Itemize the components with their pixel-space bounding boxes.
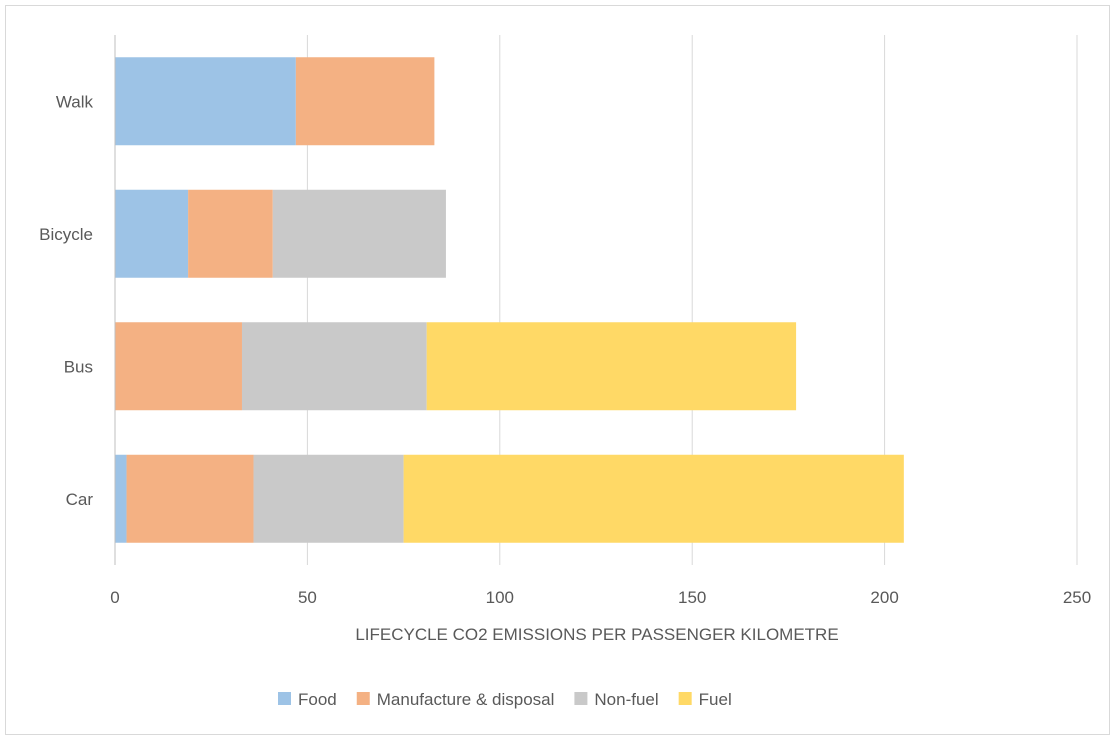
bar-car-fuel xyxy=(403,454,904,543)
legend: Food Manufacture & disposal Non-fuel Fuel xyxy=(278,690,732,709)
bar-walk-food xyxy=(115,57,296,146)
x-tick-label: 0 xyxy=(110,588,119,607)
legend-item-non-fuel: Non-fuel xyxy=(574,690,659,709)
legend-label: Manufacture & disposal xyxy=(377,690,555,709)
legend-label: Non-fuel xyxy=(594,690,658,709)
legend-swatch xyxy=(678,692,692,705)
bar-bicycle-food xyxy=(115,189,189,278)
bar-bus-non-fuel xyxy=(241,322,427,411)
bar-bicycle-manufacture-disposal xyxy=(188,189,273,278)
x-tick-label: 250 xyxy=(1063,588,1091,607)
bar-bicycle-non-fuel xyxy=(272,189,446,278)
x-tick-label: 150 xyxy=(678,588,706,607)
category-label: Bus xyxy=(64,357,93,376)
category-label: Bicycle xyxy=(39,225,93,244)
legend-label: Fuel xyxy=(699,690,732,709)
bar-bus-fuel xyxy=(426,322,797,411)
category-axis: Walk Bicycle Bus Car xyxy=(39,35,116,565)
legend-item-fuel: Fuel xyxy=(678,690,732,709)
category-label: Walk xyxy=(56,92,94,111)
legend-item-manufacture-disposal: Manufacture & disposal xyxy=(356,690,555,709)
legend-item-food: Food xyxy=(278,690,337,709)
legend-label: Food xyxy=(298,690,337,709)
x-tick-label: 200 xyxy=(870,588,898,607)
x-tick-label: 100 xyxy=(486,588,514,607)
x-tick-label: 50 xyxy=(298,588,317,607)
legend-swatch xyxy=(356,692,370,705)
bar-bus-manufacture-disposal xyxy=(115,322,242,411)
bar-car-manufacture-disposal xyxy=(126,454,254,543)
legend-swatch xyxy=(278,692,291,705)
bars xyxy=(115,57,904,543)
bar-car-non-fuel xyxy=(253,454,404,543)
legend-swatch xyxy=(574,692,588,705)
category-label: Car xyxy=(66,490,94,509)
value-axis: 0 50 100 150 200 250 xyxy=(110,588,1091,607)
bar-car-food xyxy=(115,454,127,543)
bar-walk-manufacture-disposal xyxy=(295,57,435,146)
x-axis-title: LIFECYCLE CO2 EMISSIONS PER PASSENGER KI… xyxy=(355,625,838,644)
